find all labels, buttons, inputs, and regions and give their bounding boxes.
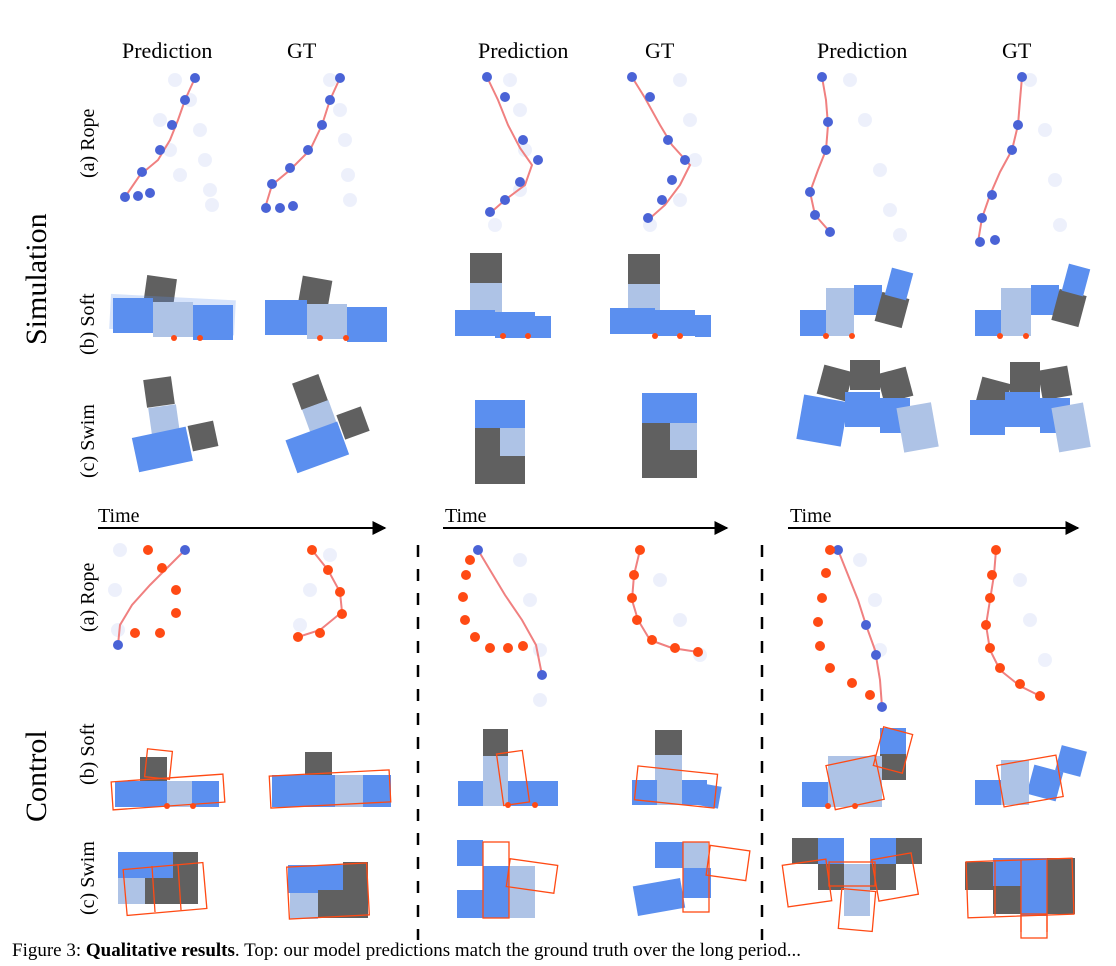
ctrl-swim-panel-3: [457, 840, 559, 919]
sim-swim-panel-4: [642, 393, 697, 478]
ctrl-soft-panel-2: [268, 752, 392, 809]
col-header-gt-1: GT: [287, 38, 317, 63]
ctrl-swim-panel-1: [118, 852, 208, 917]
ctrl-swim-panel-2: [286, 862, 370, 920]
sim-soft-panel-6: [975, 263, 1091, 339]
col-header-prediction-3: Prediction: [817, 38, 908, 63]
col-header-gt-2: GT: [645, 38, 675, 63]
ctrl-soft-panel-1: [110, 748, 226, 811]
ctrl-rope-panel-6: [981, 545, 1052, 701]
col-header-gt-3: GT: [1002, 38, 1032, 63]
col-header-prediction-2: Prediction: [478, 38, 569, 63]
sim-soft-panel-3: [455, 253, 551, 339]
caption-prefix: Figure 3:: [12, 940, 86, 961]
ctrl-swim-panel-4: [632, 841, 751, 916]
sim-rope-panel-2: [261, 73, 357, 213]
caption-rest: . Top: our model predictions match the g…: [234, 940, 802, 961]
ctrl-swim-panel-6: [965, 857, 1075, 939]
figure-caption: Figure 3: Qualitative results. Top: our …: [12, 940, 801, 962]
col-header-prediction-1: Prediction: [122, 38, 213, 63]
ctrl-rope-panel-1: [108, 543, 190, 650]
ctrl-soft-panel-5: [802, 726, 914, 811]
sim-rope-panel-4: [627, 72, 702, 232]
sim-swim-panel-5: [796, 360, 939, 453]
sim-swim-panel-3: [475, 400, 525, 484]
ctrl-soft-panel-3: [458, 729, 558, 808]
sim-soft-panel-4: [610, 254, 711, 339]
ctrl-rope-panel-2: [293, 545, 347, 642]
sim-rope-panel-3: [482, 72, 543, 232]
sim-rope-panel-6: [975, 72, 1067, 247]
sim-rope-panel-1: [120, 73, 219, 212]
sim-swim-panel-1: [131, 376, 219, 473]
sim-rope-panel-5: [805, 72, 907, 242]
time-label-1: Time: [98, 505, 140, 527]
sim-soft-panel-5: [800, 267, 914, 339]
ctrl-rope-panel-4: [627, 545, 707, 662]
ctrl-soft-panel-6: [975, 745, 1087, 808]
ctrl-rope-panel-5: [813, 545, 887, 712]
ctrl-rope-panel-3: [458, 545, 547, 707]
sim-soft-panel-1: [109, 275, 236, 341]
ctrl-swim-panel-5: [781, 838, 922, 933]
time-label-2: Time: [445, 505, 487, 527]
caption-bold: Qualitative results: [85, 940, 235, 961]
sim-swim-panel-6: [970, 362, 1091, 453]
sim-soft-panel-2: [265, 275, 387, 342]
ctrl-soft-panel-4: [632, 730, 722, 809]
time-label-3: Time: [790, 505, 832, 527]
sim-swim-panel-2: [285, 374, 370, 474]
